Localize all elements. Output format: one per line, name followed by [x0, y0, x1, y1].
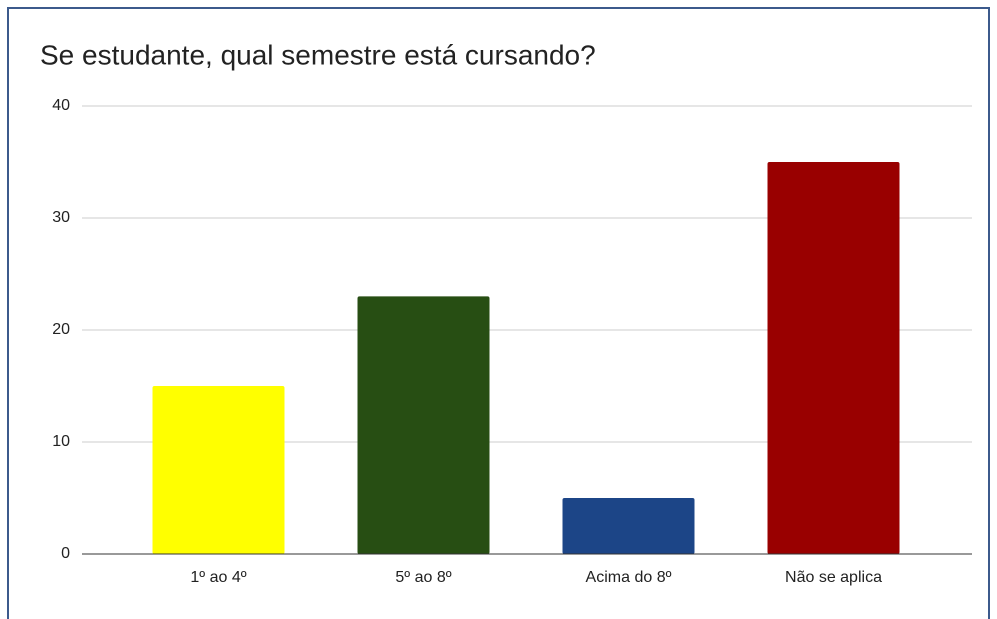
y-tick-label: 10 [52, 433, 70, 450]
y-tick-label: 40 [52, 97, 70, 114]
y-tick-label: 0 [61, 545, 70, 562]
x-tick-label: 1º ao 4º [190, 569, 246, 586]
x-tick-label: 5º ao 8º [395, 569, 451, 586]
bar [767, 162, 900, 554]
y-tick-label: 30 [52, 209, 70, 226]
x-tick-label: Não se aplica [785, 569, 882, 586]
frame [7, 7, 990, 619]
bar [357, 296, 490, 554]
bar [562, 498, 695, 554]
bar [152, 386, 285, 554]
y-tick-label: 20 [52, 321, 70, 338]
x-tick-label: Acima do 8º [586, 569, 672, 586]
chart-title: Se estudante, qual semestre está cursand… [40, 39, 596, 70]
